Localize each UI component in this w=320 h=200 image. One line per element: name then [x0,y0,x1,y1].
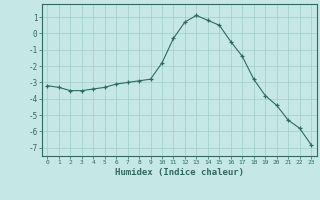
X-axis label: Humidex (Indice chaleur): Humidex (Indice chaleur) [115,168,244,177]
